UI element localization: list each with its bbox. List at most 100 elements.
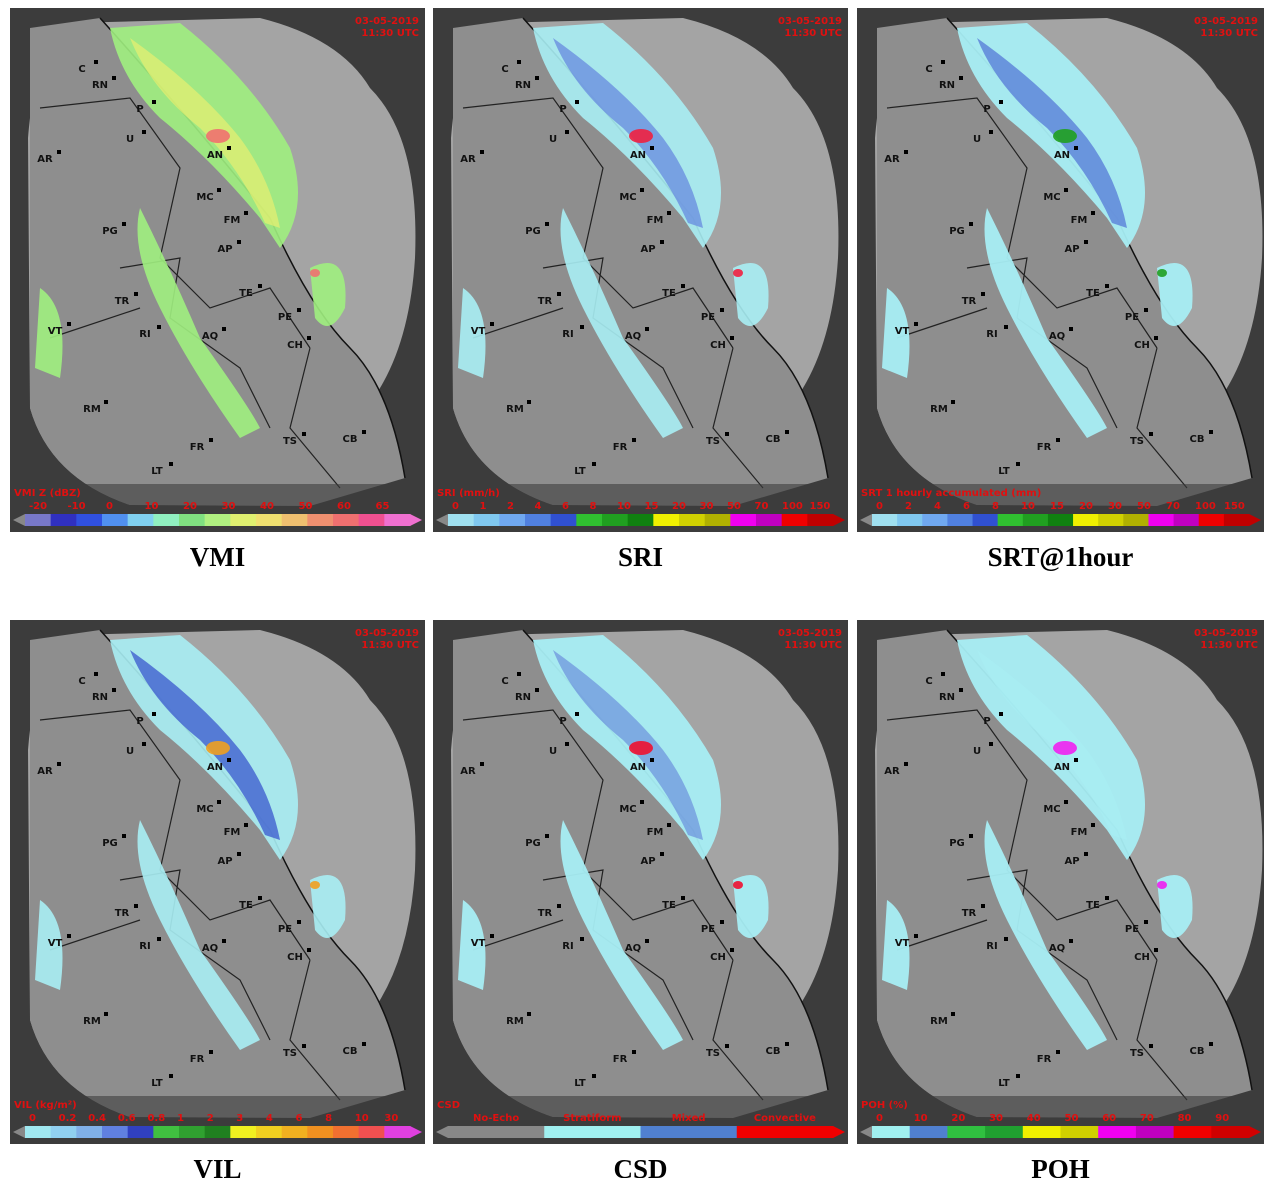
colorbar-cell xyxy=(76,514,102,526)
colorbar-title: SRT 1 hourly accumulated (mm) xyxy=(861,488,1041,499)
colorbar-cell xyxy=(448,1126,497,1138)
city-marker xyxy=(535,76,539,80)
timestamp-date: 03-05-2019 xyxy=(1194,628,1258,639)
city-marker xyxy=(527,400,531,404)
colorbar-cell xyxy=(653,514,679,526)
city-marker xyxy=(1004,937,1008,941)
city-label: RM xyxy=(506,1016,524,1027)
city-marker xyxy=(999,100,1003,104)
city-label: PE xyxy=(701,924,715,935)
city-label: TS xyxy=(283,1048,297,1059)
city-marker xyxy=(640,800,644,804)
city-marker xyxy=(904,762,908,766)
city-marker xyxy=(999,712,1003,716)
city-label: P xyxy=(983,716,990,727)
city-marker xyxy=(57,150,61,154)
city-label: AQ xyxy=(202,943,218,954)
city-label: U xyxy=(549,134,557,145)
city-marker xyxy=(1074,758,1078,762)
city-label: AN xyxy=(630,150,646,161)
city-label: AN xyxy=(1054,150,1070,161)
city-marker xyxy=(720,308,724,312)
colorbar-cell xyxy=(872,1126,910,1138)
city-label: AR xyxy=(884,766,900,777)
city-marker xyxy=(1069,939,1073,943)
city-marker xyxy=(941,60,945,64)
city-label: MC xyxy=(196,192,213,203)
colorbar-cell xyxy=(1211,1126,1249,1138)
city-marker xyxy=(785,430,789,434)
city-marker xyxy=(645,327,649,331)
colorbar-tick-label: 4 xyxy=(266,1113,273,1124)
colorbar-cell xyxy=(872,514,898,526)
city-marker xyxy=(112,688,116,692)
city-marker xyxy=(480,762,484,766)
city-marker xyxy=(557,904,561,908)
city-label: TS xyxy=(706,1048,720,1059)
city-marker xyxy=(307,948,311,952)
city-label: PG xyxy=(525,226,541,237)
city-marker xyxy=(1144,308,1148,312)
city-marker xyxy=(517,60,521,64)
colorbar-tick-label: 40 xyxy=(1027,1113,1041,1124)
colorbar-tick-label: 8 xyxy=(590,501,597,512)
city-label: TE xyxy=(1086,288,1100,299)
city-marker xyxy=(969,834,973,838)
city-label: CB xyxy=(343,1046,358,1057)
city-marker xyxy=(981,292,985,296)
city-label: MC xyxy=(196,804,213,815)
colorbar-cell xyxy=(1048,514,1074,526)
city-label: AP xyxy=(1064,856,1079,867)
city-label: VT xyxy=(895,938,910,949)
city-marker xyxy=(134,292,138,296)
city-label: VT xyxy=(471,938,486,949)
colorbar-cell xyxy=(205,1126,231,1138)
city-marker xyxy=(640,188,644,192)
city-label: VT xyxy=(471,326,486,337)
city-label: AN xyxy=(1054,762,1070,773)
city-label: RM xyxy=(83,404,101,415)
panel-caption: SRI xyxy=(618,542,663,572)
colorbar-tick-label: 8 xyxy=(325,1113,332,1124)
city-label: PE xyxy=(1125,924,1139,935)
city-marker xyxy=(362,1042,366,1046)
colorbar-cell xyxy=(1073,514,1099,526)
city-label: PE xyxy=(278,312,292,323)
colorbar-cell xyxy=(25,1126,51,1138)
colorbar-tick-label: 4 xyxy=(934,501,941,512)
precip-core xyxy=(1157,881,1167,889)
colorbar-tick-label: 15 xyxy=(1050,501,1064,512)
colorbar-cell xyxy=(947,1126,985,1138)
colorbar-tick-label: 10 xyxy=(617,501,631,512)
city-marker xyxy=(142,742,146,746)
city-marker xyxy=(660,240,664,244)
city-label: RI xyxy=(139,329,150,340)
city-label: CH xyxy=(710,952,726,963)
city-marker xyxy=(222,939,226,943)
colorbar-cell xyxy=(807,514,833,526)
colorbar-tick-label: 10 xyxy=(145,501,159,512)
colorbar-tick-label: 20 xyxy=(672,501,686,512)
city-label: RM xyxy=(506,404,524,415)
city-marker xyxy=(122,834,126,838)
colorbar-title: VIL (kg/m²) xyxy=(14,1100,77,1111)
colorbar-tick-label: 150 xyxy=(1224,501,1245,512)
city-marker xyxy=(1209,1042,1213,1046)
city-label: AP xyxy=(1064,244,1079,255)
city-marker xyxy=(667,211,671,215)
city-label: VT xyxy=(48,326,63,337)
colorbar-tick-label: 70 xyxy=(1166,501,1180,512)
city-marker xyxy=(1004,325,1008,329)
precip-core xyxy=(206,741,230,755)
colorbar-tick-label: 6 xyxy=(562,501,569,512)
colorbar-tick-label: 30 xyxy=(1108,501,1122,512)
city-label: U xyxy=(549,746,557,757)
colorbar-tick-label: 10 xyxy=(1021,501,1035,512)
city-label: FR xyxy=(190,1054,205,1065)
colorbar-cell xyxy=(1174,1126,1212,1138)
city-marker xyxy=(557,292,561,296)
city-label: PG xyxy=(949,838,965,849)
colorbar-cell xyxy=(1148,514,1174,526)
colorbar-cell xyxy=(333,1126,359,1138)
colorbar-cell xyxy=(525,514,551,526)
